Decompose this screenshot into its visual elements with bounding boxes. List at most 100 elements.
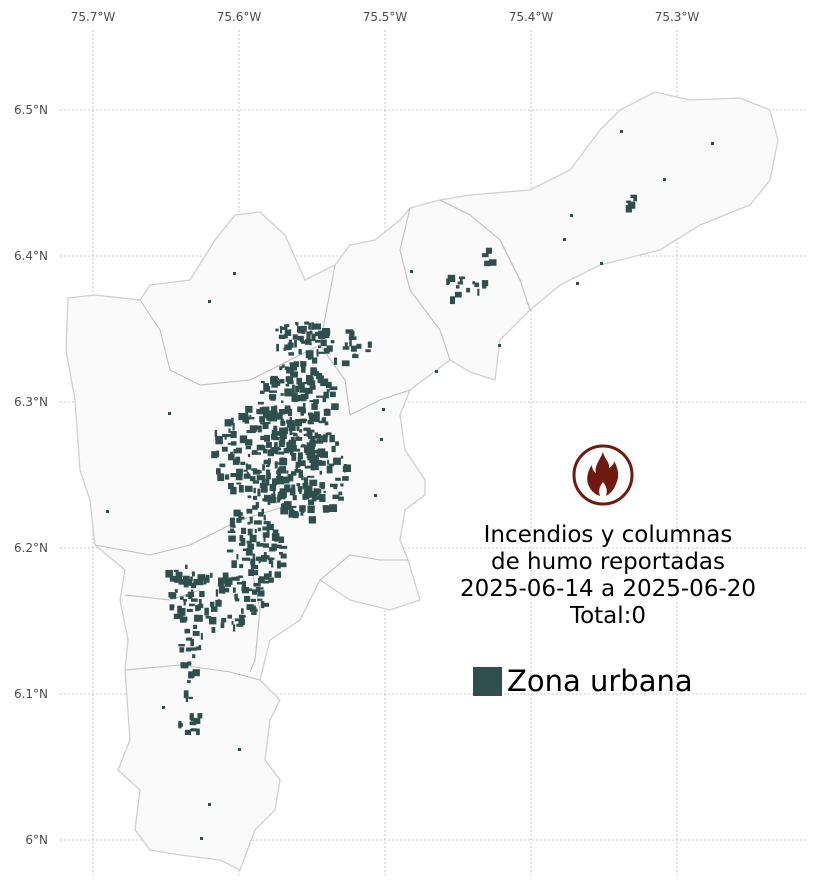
urban-patch (266, 528, 270, 536)
urban-patch (236, 482, 242, 485)
urban-patch (279, 427, 287, 434)
urban-patch (303, 408, 306, 414)
urban-patch (230, 528, 235, 533)
urban-patch (205, 574, 210, 583)
urban-patch (179, 607, 186, 616)
urban-patch (300, 361, 307, 367)
urban-patch (260, 390, 265, 394)
urban-patch (179, 617, 187, 623)
urban-patch (266, 413, 274, 421)
urban-patch (311, 494, 317, 502)
urban-patch (340, 455, 344, 459)
urban-patch (326, 465, 333, 474)
urban-patch (312, 371, 319, 374)
urban-patch (329, 504, 337, 512)
urban-patch (268, 558, 273, 564)
urban-patch (276, 343, 279, 352)
urban-patch (447, 274, 456, 282)
urban-patch (304, 321, 310, 325)
urban-patch (186, 637, 193, 641)
urban-patch (232, 458, 240, 465)
urban-patch (304, 339, 312, 345)
urban-patch (321, 417, 327, 422)
urban-patch (257, 587, 264, 590)
urban-patch (256, 408, 261, 415)
urban-patch (239, 534, 244, 541)
urban-patch (323, 347, 330, 354)
urban-patch (315, 440, 323, 444)
urban-patch (217, 473, 225, 482)
urban-patch (245, 406, 248, 415)
urban-patch (238, 748, 241, 751)
urban-patch (300, 407, 306, 412)
urban-patch (320, 379, 327, 387)
urban-patch (233, 272, 236, 275)
urban-patch (297, 395, 306, 402)
urban-patch (244, 595, 251, 602)
urban-patch (217, 582, 224, 587)
urban-patch (261, 555, 267, 562)
urban-patch (249, 570, 257, 576)
urban-patch (711, 142, 714, 145)
urban-patch (287, 380, 294, 384)
urban-patch (299, 429, 303, 433)
urban-patch (297, 406, 302, 412)
urban-patch (482, 285, 487, 289)
info-total: Total:0 (569, 603, 647, 629)
urban-patch (284, 501, 292, 509)
urban-patch (350, 345, 357, 352)
urban-patch (219, 463, 226, 468)
urban-patch (242, 615, 246, 618)
urban-patch (276, 544, 282, 549)
legend-swatch-urban (473, 666, 502, 696)
urban-patch (287, 420, 295, 428)
urban-patch (245, 464, 252, 470)
urban-patch (301, 340, 307, 344)
urban-patch (294, 340, 297, 348)
urban-patch (241, 586, 246, 592)
urban-patch (253, 582, 261, 587)
urban-patch (314, 420, 320, 423)
urban-patch (197, 574, 206, 581)
urban-patch (241, 608, 244, 614)
urban-patch (228, 428, 231, 433)
urban-patch (262, 464, 265, 471)
urban-patch (330, 483, 338, 488)
urban-patch (211, 451, 217, 459)
urban-patch (196, 582, 204, 586)
urban-patch (173, 613, 182, 620)
urban-patch (234, 593, 238, 600)
urban-patch (309, 417, 315, 422)
urban-patch (349, 339, 352, 347)
urban-patch (232, 587, 236, 593)
urban-patch (281, 503, 287, 511)
urban-patch (262, 411, 268, 419)
urban-patch (318, 345, 321, 349)
urban-patch (218, 586, 225, 594)
urban-patch (270, 397, 276, 401)
urban-patch (188, 696, 193, 700)
urban-patch (285, 383, 290, 387)
urban-patch (323, 391, 329, 399)
urban-patch (238, 614, 245, 621)
urban-patch (341, 360, 350, 367)
urban-patch (251, 468, 258, 471)
urban-patch (278, 334, 286, 339)
urban-patch (192, 654, 196, 659)
urban-patch (208, 803, 211, 806)
urban-patch (313, 405, 317, 408)
urban-patch (189, 721, 197, 726)
urban-patch (343, 464, 351, 472)
urban-patch (311, 454, 320, 462)
urban-patch (305, 494, 310, 500)
urban-patch (309, 343, 312, 346)
urban-patch (293, 361, 299, 367)
urban-patch (318, 436, 321, 440)
urban-areas (106, 130, 714, 840)
urban-patch (283, 347, 286, 351)
urban-patch (284, 366, 289, 370)
urban-patch (180, 662, 185, 667)
urban-patch (228, 535, 236, 542)
urban-patch (251, 612, 257, 615)
urban-patch (184, 582, 192, 586)
